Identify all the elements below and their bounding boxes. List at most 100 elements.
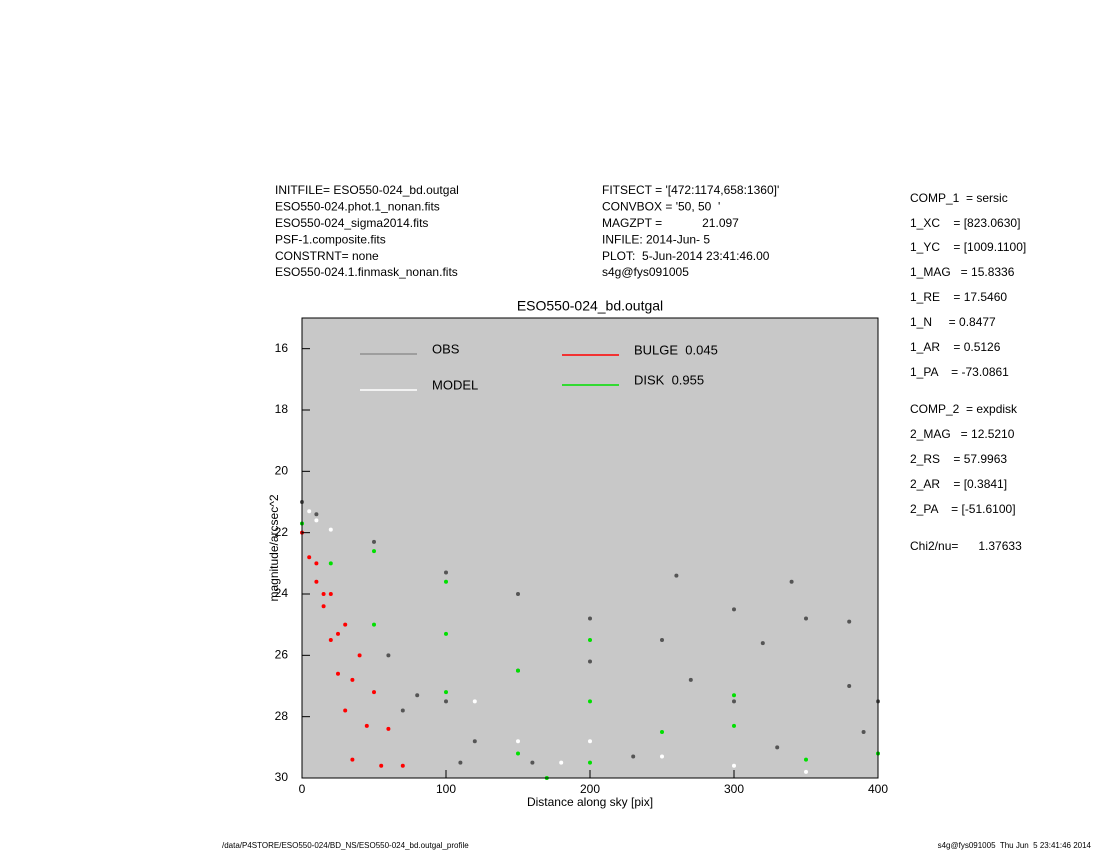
data-point (559, 760, 564, 765)
info-text: CONSTRNT= none (275, 249, 379, 263)
data-point (314, 579, 319, 584)
footer-right: s4g@fys091005 Thu Jun 5 23:41:46 2014 (938, 841, 1092, 850)
fit-parameter: 2_PA = [-51.6100] (910, 502, 1016, 516)
data-point (674, 573, 679, 578)
data-point (775, 745, 780, 750)
data-point (336, 631, 340, 636)
data-point (472, 739, 477, 744)
fit-parameter: COMP_1 = sersic (910, 191, 1008, 205)
data-point (343, 622, 348, 627)
data-point (444, 699, 448, 704)
legend-label: OBS (432, 341, 460, 356)
data-point (372, 622, 376, 627)
plot-background (302, 318, 878, 778)
data-point (516, 592, 520, 596)
fit-parameter: Chi2/nu= 1.37633 (910, 539, 1022, 553)
data-point (314, 561, 319, 566)
y-axis-label: magnitude/arcsec^2 (267, 494, 281, 601)
info-text: ESO550-024.phot.1_nonan.fits (275, 200, 440, 214)
y-tick-label: 16 (275, 341, 289, 355)
footer-left: /data/P4STORE/ESO550-024/BD_NS/ESO550-02… (222, 841, 469, 850)
data-point (472, 699, 477, 704)
data-point (328, 561, 333, 566)
x-tick-label: 200 (580, 782, 600, 796)
data-point (386, 653, 391, 658)
data-point (847, 619, 852, 624)
data-point (314, 512, 319, 517)
data-point (400, 708, 405, 713)
info-text: ESO550-024_sigma2014.fits (275, 216, 428, 230)
data-point (588, 739, 592, 744)
info-text: CONVBOX = '50, 50 ' (602, 200, 720, 214)
data-point (372, 549, 376, 554)
data-point (357, 653, 362, 658)
data-point (444, 579, 448, 584)
fit-parameter: COMP_2 = expdisk (910, 402, 1018, 416)
data-point (307, 555, 312, 560)
fit-parameter: 1_XC = [823.0630] (910, 216, 1020, 230)
info-text: INFILE: 2014-Jun- 5 (602, 232, 710, 246)
data-point (804, 616, 808, 621)
x-tick-label: 300 (724, 782, 744, 796)
fit-parameter: 1_MAG = 15.8336 (910, 265, 1015, 279)
data-point (372, 690, 376, 695)
legend-label: BULGE 0.045 (634, 342, 718, 357)
data-point (350, 677, 355, 682)
fit-parameter: 1_AR = 0.5126 (910, 340, 1001, 354)
y-tick-label: 18 (275, 402, 289, 416)
data-point (732, 763, 736, 768)
data-point (328, 527, 333, 532)
data-point (372, 539, 376, 544)
data-point (516, 739, 520, 744)
fit-parameter: 1_YC = [1009.1100] (910, 240, 1026, 254)
data-point (732, 699, 736, 704)
info-text: INITFILE= ESO550-024_bd.outgal (275, 183, 459, 197)
data-point (660, 754, 664, 759)
legend-label: MODEL (432, 377, 478, 392)
data-point (307, 509, 312, 514)
data-point (732, 693, 736, 698)
data-point (588, 699, 592, 704)
y-tick-label: 28 (275, 709, 289, 723)
data-point (588, 616, 592, 621)
y-tick-label: 22 (275, 525, 289, 539)
data-point (444, 631, 448, 636)
data-point (588, 638, 592, 642)
data-point (660, 730, 664, 734)
data-point (321, 592, 326, 596)
y-tick-label: 24 (275, 586, 289, 600)
data-point (732, 607, 736, 612)
data-point (660, 638, 664, 642)
data-point (516, 751, 520, 756)
data-point (386, 726, 391, 731)
data-point (804, 769, 808, 774)
x-tick-label: 400 (868, 782, 888, 796)
data-point (804, 757, 808, 762)
chart-title: ESO550-024_bd.outgal (517, 298, 663, 314)
fit-parameter: 2_AR = [0.3841] (910, 477, 1007, 491)
data-point (343, 708, 348, 713)
x-tick-label: 0 (299, 782, 306, 796)
info-text: s4g@fys091005 (602, 265, 689, 279)
info-text: PLOT: 5-Jun-2014 23:41:46.00 (602, 249, 770, 263)
data-point (530, 760, 535, 765)
y-tick-label: 30 (275, 770, 289, 784)
fit-parameter: 2_MAG = 12.5210 (910, 427, 1015, 441)
data-point (444, 570, 448, 575)
legend-label: DISK 0.955 (634, 372, 704, 387)
fit-parameter: 1_N = 0.8477 (910, 315, 996, 329)
data-point (328, 638, 333, 642)
data-point (588, 659, 592, 664)
fit-parameter: 1_PA = -73.0861 (910, 365, 1009, 379)
data-point (379, 763, 384, 768)
info-text: MAGZPT = 21.097 (602, 216, 739, 230)
data-point (321, 604, 326, 609)
fit-parameter: 2_RS = 57.9963 (910, 452, 1007, 466)
info-text: PSF-1.composite.fits (275, 232, 386, 246)
data-point (458, 760, 463, 765)
data-point (631, 754, 636, 759)
data-point (328, 592, 333, 596)
data-point (415, 693, 420, 698)
data-point (336, 671, 340, 676)
